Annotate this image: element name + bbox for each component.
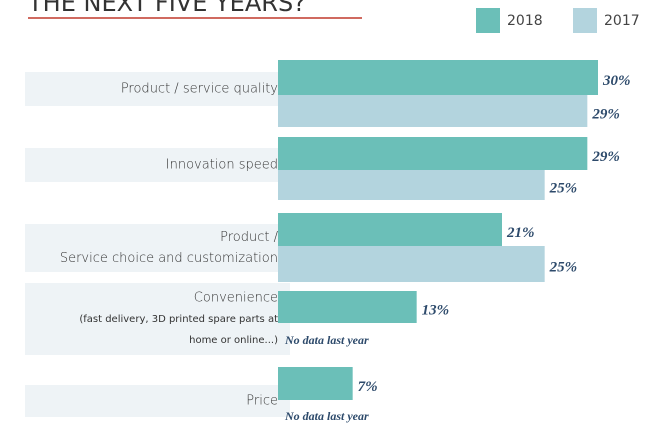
legend-label: 2017	[604, 13, 640, 29]
category-label: Convenience	[194, 291, 278, 306]
chart-title: THE NEXT FIVE YEARS?	[27, 0, 306, 17]
category-box	[25, 385, 290, 417]
category-label: Price	[246, 394, 278, 409]
value-label: 25%	[549, 259, 578, 275]
bar	[278, 137, 588, 170]
value-label: 29%	[591, 106, 620, 122]
value-label: 29%	[591, 149, 620, 165]
category-label: Service choice and customization	[60, 251, 278, 266]
bar	[278, 95, 588, 127]
category-note: (fast delivery, 3D printed spare parts a…	[79, 314, 278, 325]
category-box	[25, 224, 290, 272]
bar	[278, 60, 598, 95]
value-label: 25%	[549, 180, 578, 196]
category-label: Innovation speed	[166, 158, 278, 173]
legend-swatch	[476, 8, 500, 33]
value-label: 13%	[422, 302, 450, 318]
no-data-label: No data last year	[284, 409, 369, 423]
bar	[278, 291, 417, 323]
value-label: 30%	[602, 73, 631, 89]
bar	[278, 213, 502, 246]
bar	[278, 170, 545, 200]
category-box	[25, 72, 290, 106]
category-note: home or online...)	[189, 335, 278, 346]
category-box	[25, 148, 290, 182]
no-data-label: No data last year	[284, 333, 369, 347]
legend-swatch	[573, 8, 597, 33]
bar	[278, 367, 353, 400]
value-label: 7%	[358, 379, 378, 395]
legend-label: 2018	[507, 13, 543, 29]
category-box	[25, 283, 290, 355]
value-label: 21%	[506, 225, 535, 241]
category-label: Product / service quality	[121, 82, 278, 97]
bar	[278, 246, 545, 282]
category-label: Product /	[220, 230, 278, 245]
